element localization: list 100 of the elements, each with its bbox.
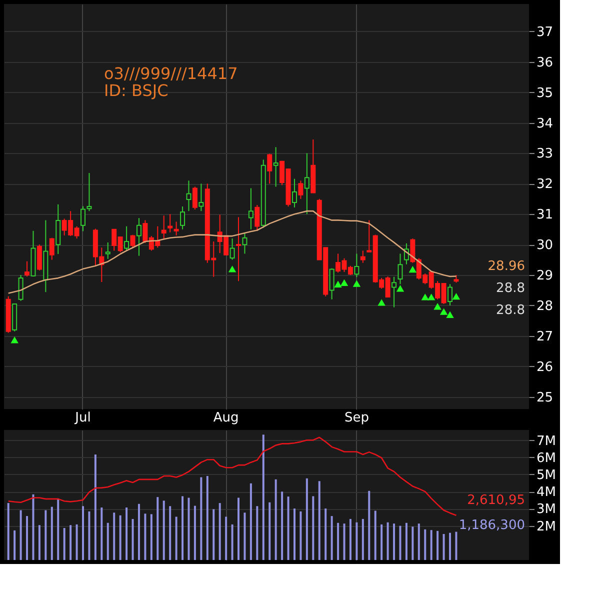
bar (238, 498, 240, 560)
candlestick (198, 183, 204, 212)
candlestick (292, 178, 297, 208)
bar (82, 506, 84, 560)
bar (393, 524, 396, 560)
bar (405, 522, 408, 560)
bar (293, 508, 296, 560)
y-tick-label: 28 (536, 298, 554, 314)
point (427, 294, 436, 300)
y-tick-label: 25 (536, 390, 554, 406)
bar (7, 503, 10, 560)
bar (250, 483, 252, 560)
point (446, 311, 454, 318)
x-tick-label: Jul (74, 410, 91, 426)
text: 28.8 (496, 281, 525, 296)
point (440, 308, 448, 315)
bar (225, 516, 228, 560)
y-tick-label: 4M (536, 485, 556, 500)
bar (268, 502, 271, 560)
bar (312, 496, 314, 560)
y-tick-label: 36 (536, 55, 554, 70)
bar (262, 434, 264, 560)
bar (274, 479, 277, 560)
candlestick (267, 153, 272, 184)
candlestick (105, 242, 110, 260)
candlestick (49, 237, 54, 260)
bar (374, 510, 376, 560)
bar (132, 518, 134, 560)
bar (144, 514, 146, 560)
bar (380, 524, 383, 560)
text: 2,610,95 (467, 493, 525, 508)
bar (449, 532, 451, 560)
candlestick (192, 186, 198, 210)
bar (231, 524, 234, 560)
line-series (8, 436, 457, 516)
bar (337, 522, 340, 560)
y-tick-label: 2M (536, 519, 556, 534)
bar (20, 510, 22, 560)
bar (156, 497, 159, 560)
bar (324, 508, 327, 560)
point (421, 294, 429, 300)
point (434, 303, 442, 310)
y-tick-label: 5M (536, 468, 556, 483)
bar (436, 530, 439, 560)
candlestick (24, 260, 30, 278)
bar (281, 492, 284, 560)
text: o3///999///14417 (104, 64, 238, 83)
candlestick (248, 188, 254, 230)
text: 28.96 (488, 259, 525, 274)
y-tick-label: 33 (536, 146, 554, 162)
candlestick (273, 146, 278, 188)
point (452, 292, 460, 300)
candlestick (398, 253, 403, 285)
bar (150, 514, 152, 560)
candlestick (36, 244, 42, 271)
y-tick-label: 31 (536, 208, 554, 223)
bar (76, 524, 78, 560)
candlestick (18, 274, 24, 302)
bar (412, 526, 414, 560)
candlestick (180, 206, 186, 230)
y-tick-label: 3M (536, 502, 556, 518)
bar (50, 506, 53, 560)
y-tick-label: 26 (536, 360, 554, 375)
bar (32, 494, 34, 560)
bar (386, 522, 389, 560)
candlestick (304, 152, 310, 215)
bar (424, 529, 426, 560)
bar (287, 496, 290, 560)
bar (70, 525, 72, 560)
bar (256, 506, 258, 560)
point (396, 285, 404, 292)
bar (94, 454, 96, 560)
candlestick (404, 242, 409, 265)
candlestick (136, 218, 142, 256)
bar (100, 507, 103, 560)
y-tick-label: 32 (536, 177, 554, 192)
bar (188, 498, 190, 560)
bar (38, 525, 40, 560)
bar (343, 524, 346, 560)
bar (26, 516, 28, 560)
candlestick (392, 276, 397, 308)
text: ID: BSJC (104, 81, 168, 100)
candlestick (168, 214, 173, 233)
bar (113, 512, 116, 560)
y-tick-label: 7M (536, 434, 556, 449)
bar (362, 518, 364, 560)
point (228, 266, 236, 272)
bar (200, 477, 202, 560)
bar (57, 498, 60, 560)
y-tick-label: 37 (536, 24, 554, 40)
bar (126, 507, 128, 560)
bar (194, 506, 196, 560)
bar (119, 515, 122, 560)
bar (399, 526, 402, 560)
bar (206, 476, 208, 560)
bar (14, 530, 16, 560)
candlestick (298, 180, 304, 200)
bar (244, 512, 246, 560)
y-tick-label: 29 (536, 268, 554, 284)
bar (306, 478, 308, 560)
